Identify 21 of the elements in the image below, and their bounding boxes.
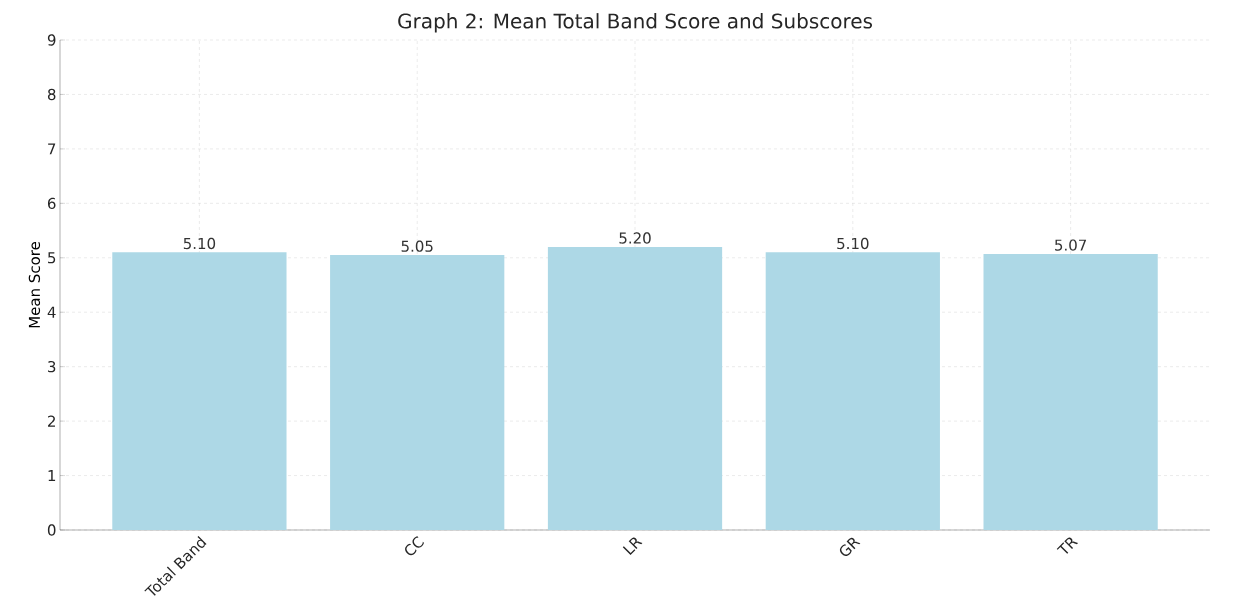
y-tick-label: 1 (48, 470, 56, 482)
y-tick-label: 8 (47, 88, 56, 101)
data-label: 5.10 (183, 237, 216, 250)
y-tick-label: 3 (48, 360, 56, 373)
chart-title: Graph 2: Mean Total Band Score and Subscores (398, 13, 873, 33)
data-label: 5.20 (619, 232, 651, 244)
y-tick-label: 6 (47, 197, 56, 210)
y-tick-label: 2 (48, 415, 55, 427)
y-tick-label: 5 (48, 252, 56, 264)
x-tick-label: LR (622, 537, 643, 555)
y-tick-label: 4 (47, 306, 56, 318)
y-axis-title: Mean Score (28, 241, 41, 328)
data-label: 5.07 (1055, 239, 1087, 251)
y-tick-label: 0 (47, 524, 56, 536)
x-tick-label: TR (1056, 537, 1079, 554)
x-tick-label: GR (839, 537, 861, 556)
data-label: 5.10 (837, 237, 869, 250)
y-tick-label: 7 (48, 143, 56, 155)
y-tick-label: 9 (47, 34, 56, 46)
x-tick-label: CC (405, 536, 424, 556)
data-label: 5.05 (401, 240, 433, 252)
